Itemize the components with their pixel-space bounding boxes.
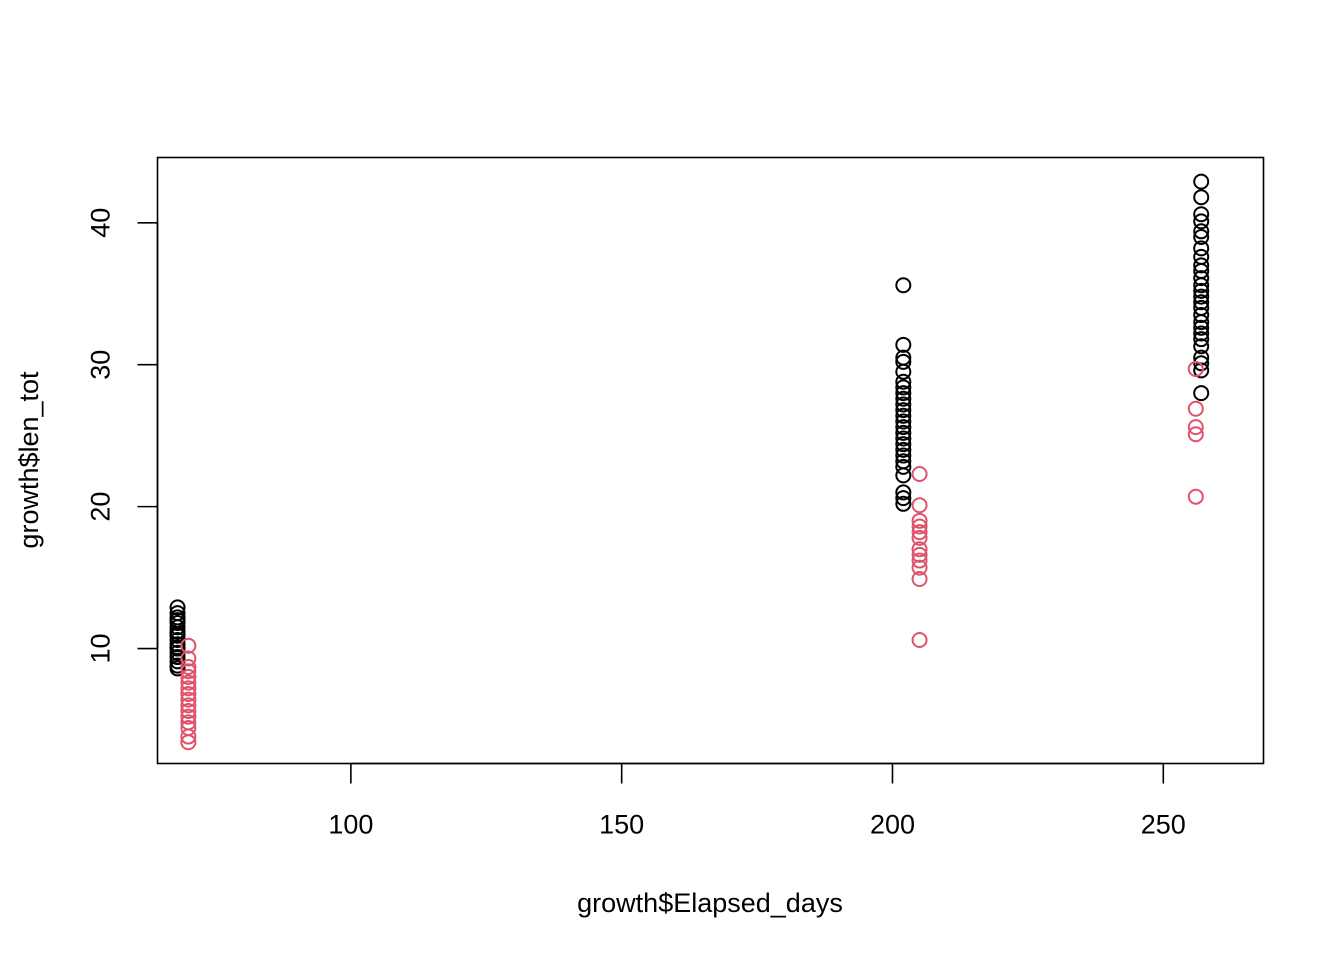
- data-point: [895, 447, 912, 464]
- data-point: [1193, 189, 1210, 206]
- data-point: [1193, 277, 1210, 294]
- x-axis-label: growth$Elapsed_days: [577, 888, 843, 918]
- data-point: [169, 599, 186, 616]
- data-point: [895, 390, 912, 407]
- data-point: [1187, 488, 1204, 505]
- data-point: [169, 649, 186, 666]
- data-point: [169, 639, 186, 656]
- data-point: [911, 512, 928, 529]
- data-point: [895, 402, 912, 419]
- data-point: [180, 708, 197, 725]
- data-point: [895, 353, 912, 370]
- data-point: [911, 529, 928, 546]
- x-tick-label: 200: [870, 810, 915, 840]
- data-point: [1193, 173, 1210, 190]
- data-point: [169, 626, 186, 643]
- y-tick-label: 20: [86, 492, 116, 522]
- data-point: [1187, 360, 1204, 377]
- data-point: [180, 728, 197, 745]
- data-point: [180, 658, 197, 675]
- data-point: [911, 465, 928, 482]
- data-point: [1187, 419, 1204, 436]
- y-tick-label: 40: [86, 208, 116, 238]
- data-point: [169, 660, 186, 677]
- data-point: [1193, 294, 1210, 311]
- data-point: [1193, 338, 1210, 355]
- data-point: [1193, 240, 1210, 257]
- data-point: [895, 413, 912, 430]
- data-point: [1193, 288, 1210, 305]
- x-tick-label: 100: [328, 810, 373, 840]
- data-point: [1193, 331, 1210, 348]
- data-point: [911, 541, 928, 558]
- data-point: [895, 495, 912, 512]
- data-point: [1187, 400, 1204, 417]
- data-point: [895, 484, 912, 501]
- data-point: [911, 497, 928, 514]
- data-point: [1193, 319, 1210, 336]
- x-tick-label: 150: [599, 810, 644, 840]
- data-point: [1193, 228, 1210, 245]
- data-point: [180, 685, 197, 702]
- data-point: [1193, 270, 1210, 287]
- x-axis: 100 150 200 250: [328, 762, 1186, 840]
- data-point: [1193, 213, 1210, 230]
- data-point: [895, 441, 912, 458]
- data-point: [1193, 307, 1210, 324]
- data-point: [911, 524, 928, 541]
- data-point: [1193, 257, 1210, 274]
- data-point: [895, 379, 912, 396]
- data-point: [895, 396, 912, 413]
- data-point: [1193, 385, 1210, 402]
- data-points: [169, 173, 1210, 751]
- data-point: [895, 436, 912, 453]
- data-point: [180, 734, 197, 751]
- data-point: [911, 546, 928, 563]
- data-point: [1193, 282, 1210, 299]
- data-point: [895, 467, 912, 484]
- data-point: [180, 663, 197, 680]
- data-point: [911, 552, 928, 569]
- data-point: [895, 419, 912, 436]
- data-point: [180, 702, 197, 719]
- data-point: [911, 632, 928, 649]
- data-point: [911, 518, 928, 535]
- y-tick-label: 10: [86, 634, 116, 664]
- data-point: [180, 680, 197, 697]
- data-point: [895, 277, 912, 294]
- data-point: [180, 674, 197, 691]
- plot-box: [156, 156, 1265, 765]
- x-tick-label: 250: [1141, 810, 1186, 840]
- y-axis-label: growth$len_tot: [14, 371, 44, 549]
- data-point: [895, 424, 912, 441]
- data-point: [1193, 325, 1210, 342]
- data-point: [911, 559, 928, 576]
- data-point: [180, 697, 197, 714]
- data-point: [180, 691, 197, 708]
- data-point: [895, 490, 912, 507]
- data-point: [895, 407, 912, 424]
- data-point: [895, 336, 912, 353]
- data-point: [1187, 426, 1204, 443]
- data-point: [895, 430, 912, 447]
- y-tick-label: 30: [86, 350, 116, 380]
- data-point: [911, 571, 928, 588]
- data-point: [169, 619, 186, 636]
- data-point: [1193, 314, 1210, 331]
- data-point: [180, 637, 197, 654]
- data-point: [1193, 223, 1210, 240]
- data-point: [180, 668, 197, 685]
- data-point: [895, 385, 912, 402]
- data-point: [895, 363, 912, 380]
- data-point: [180, 650, 197, 667]
- data-point: [895, 458, 912, 475]
- data-point: [1193, 355, 1210, 372]
- data-point: [1193, 206, 1210, 223]
- y-axis: 10 20 30 40: [86, 208, 159, 664]
- data-point: [895, 373, 912, 390]
